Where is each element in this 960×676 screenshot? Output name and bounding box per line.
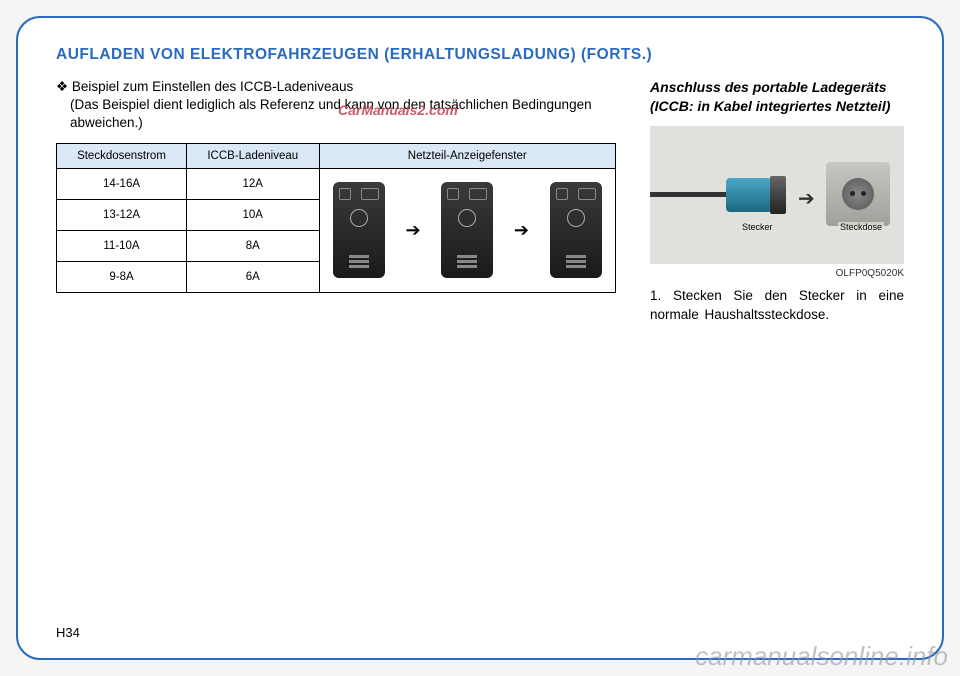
watermark-bottom: carmanualsonline.info — [683, 637, 960, 676]
left-column: ❖ Beispiel zum Einstellen des ICCB-Laden… — [56, 78, 616, 325]
intro-line-1: Beispiel zum Einstellen des ICCB-Ladeniv… — [72, 79, 353, 94]
table-row: 14-16A 12A ➔ ➔ — [57, 168, 616, 199]
figure-code: OLFP0Q5020K — [650, 268, 904, 279]
cell-devices: ➔ ➔ — [319, 168, 615, 292]
charging-table: Steckdosenstrom ICCB-Ladeniveau Netzteil… — [56, 143, 616, 293]
cell-current: 9-8A — [57, 261, 187, 292]
cell-current: 14-16A — [57, 168, 187, 199]
table-header-current: Steckdosenstrom — [57, 143, 187, 168]
socket-face-icon — [842, 178, 874, 210]
device-diagram: ➔ ➔ — [326, 182, 609, 278]
figure-label-plug: Stecker — [740, 222, 775, 232]
section-title: AUFLADEN VON ELEKTROFAHRZEUGEN (ERHALTUN… — [56, 46, 904, 64]
cell-current: 13-12A — [57, 199, 187, 230]
arrow-right-icon: ➔ — [798, 186, 815, 211]
intro-text: ❖ Beispiel zum Einstellen des ICCB-Laden… — [56, 78, 616, 133]
cable-icon — [650, 192, 728, 197]
cell-level: 6A — [186, 261, 319, 292]
charger-device-icon — [550, 182, 602, 278]
content-columns: ❖ Beispiel zum Einstellen des ICCB-Laden… — [56, 78, 904, 325]
plug-figure: ➔ Stecker Steckdose — [650, 126, 904, 264]
bullet-icon: ❖ — [56, 79, 68, 94]
table-header-level: ICCB-Ladeniveau — [186, 143, 319, 168]
arrow-right-icon: ➔ — [514, 220, 529, 241]
cell-level: 10A — [186, 199, 319, 230]
plug-face-icon — [770, 176, 786, 214]
right-column: Anschluss des portable Ladegeräts (ICCB:… — [650, 78, 904, 325]
cell-current: 11-10A — [57, 230, 187, 261]
charger-device-icon — [441, 182, 493, 278]
manual-page: AUFLADEN VON ELEKTROFAHRZEUGEN (ERHALTUN… — [16, 16, 944, 660]
step-1-text: 1. Stecken Sie den Stecker in eine norma… — [650, 287, 904, 325]
arrow-right-icon: ➔ — [406, 220, 421, 241]
cell-level: 8A — [186, 230, 319, 261]
table-header-display: Netzteil-Anzeigefenster — [319, 143, 615, 168]
cell-level: 12A — [186, 168, 319, 199]
charger-device-icon — [333, 182, 385, 278]
plug-body-icon — [726, 178, 772, 212]
page-number: H34 — [56, 625, 80, 640]
right-subheading: Anschluss des portable Ladegeräts (ICCB:… — [650, 78, 904, 116]
watermark-top: CarManuals2.com — [338, 102, 458, 118]
figure-label-socket: Steckdose — [838, 222, 884, 232]
